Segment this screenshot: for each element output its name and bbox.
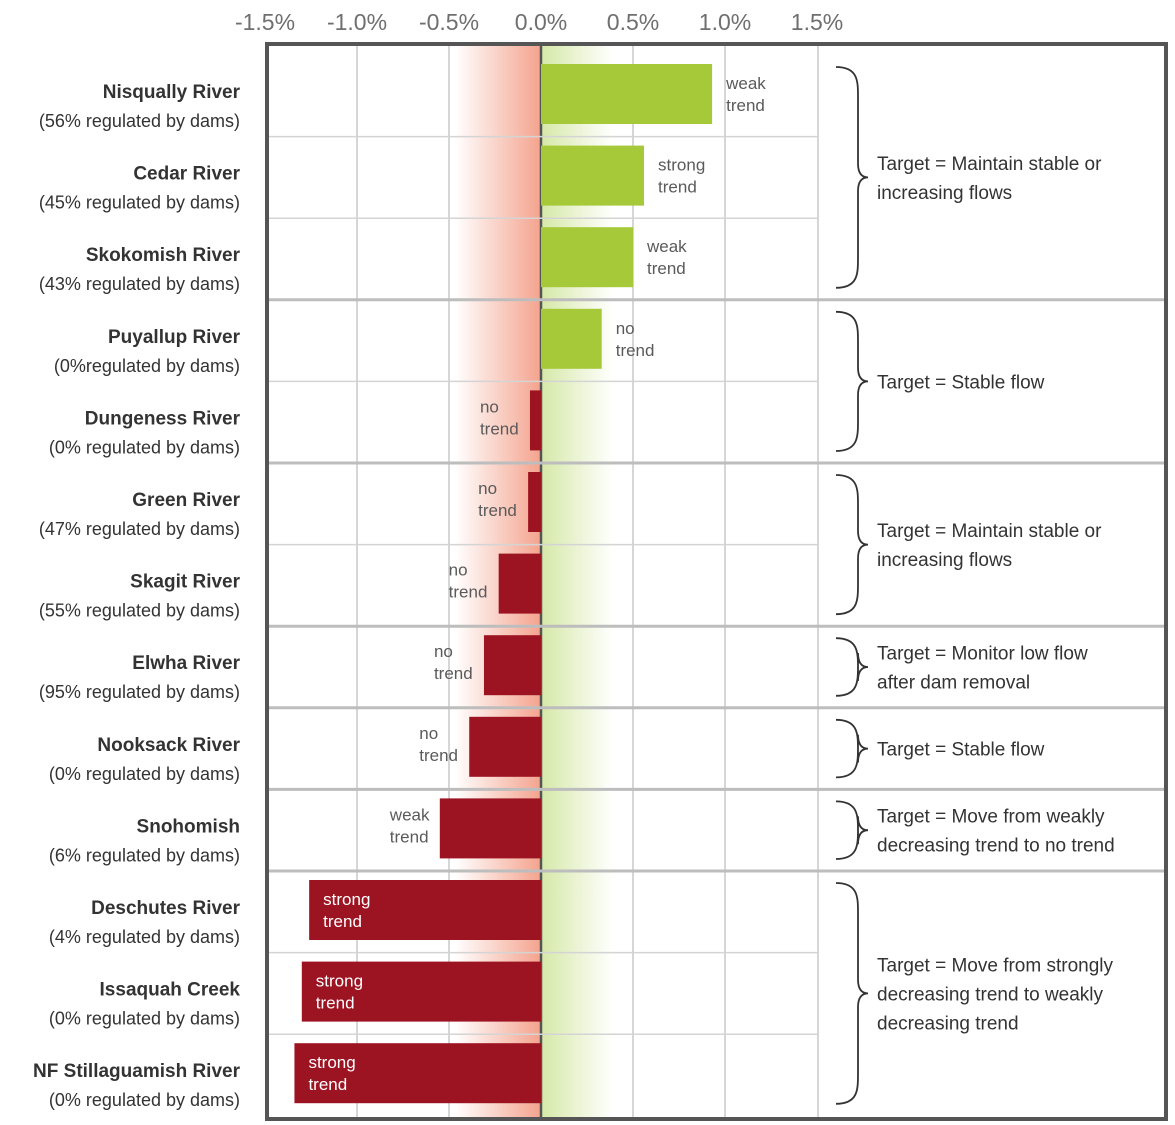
river-regulation-5: (47% regulated by dams) bbox=[39, 519, 240, 539]
trend-label-3-line1: no bbox=[616, 319, 635, 338]
x-tick-label-4: 0.5% bbox=[607, 9, 659, 35]
trend-label-12-line1: strong bbox=[308, 1053, 355, 1072]
target-text-3-line1: after dam removal bbox=[877, 673, 1030, 694]
trend-label-9-line1: weak bbox=[389, 805, 430, 824]
trend-label-6-line2: trend bbox=[449, 583, 488, 602]
x-tick-label-3: 0.0% bbox=[515, 9, 567, 35]
trend-label-1-line2: trend bbox=[658, 178, 697, 197]
river-regulation-1: (45% regulated by dams) bbox=[39, 193, 240, 213]
river-regulation-0: (56% regulated by dams) bbox=[39, 111, 240, 131]
target-text-0-line1: increasing flows bbox=[877, 183, 1012, 204]
river-name-3: Puyallup River bbox=[108, 327, 241, 348]
river-name-12: NF Stillaguamish River bbox=[33, 1061, 241, 1082]
river-name-4: Dungeness River bbox=[85, 408, 241, 429]
target-text-6-line0: Target = Move from strongly bbox=[877, 955, 1114, 976]
trend-label-12-line2: trend bbox=[308, 1075, 347, 1094]
x-tick-label-2: -0.5% bbox=[419, 9, 479, 35]
bar-12 bbox=[294, 1043, 541, 1104]
river-regulation-9: (6% regulated by dams) bbox=[49, 845, 240, 865]
target-text-1-line0: Target = Stable flow bbox=[877, 372, 1045, 393]
river-name-1: Cedar River bbox=[133, 164, 240, 185]
river-name-2: Skokomish River bbox=[86, 245, 241, 266]
target-text-5-line0: Target = Move from weakly bbox=[877, 807, 1105, 828]
target-text-2-line1: increasing flows bbox=[877, 550, 1012, 571]
river-name-9: Snohomish bbox=[137, 816, 240, 837]
trend-label-0-line1: weak bbox=[725, 74, 766, 93]
trend-label-0-line2: trend bbox=[726, 96, 765, 115]
group-brace-1 bbox=[835, 310, 869, 452]
group-brace-4 bbox=[835, 718, 869, 779]
target-text-4-line0: Target = Stable flow bbox=[877, 740, 1045, 761]
x-tick-label-5: 1.0% bbox=[699, 9, 751, 35]
river-name-6: Skagit River bbox=[130, 572, 240, 593]
river-regulation-11: (0% regulated by dams) bbox=[49, 1009, 240, 1029]
bar-8 bbox=[469, 716, 541, 777]
bar-6 bbox=[498, 553, 541, 614]
group-brace-3 bbox=[835, 637, 869, 697]
trend-label-8-line1: no bbox=[419, 724, 438, 743]
bar-7 bbox=[483, 635, 541, 696]
trend-label-8-line2: trend bbox=[419, 746, 458, 765]
plot-frame bbox=[265, 42, 1168, 1121]
bar-0 bbox=[541, 64, 713, 124]
bar-1 bbox=[541, 145, 645, 206]
river-name-7: Elwha River bbox=[132, 653, 240, 674]
group-brace-5 bbox=[835, 800, 869, 860]
trend-label-1-line1: strong bbox=[658, 156, 705, 175]
bar-5 bbox=[528, 472, 541, 532]
river-regulation-10: (4% regulated by dams) bbox=[49, 927, 240, 947]
bar-4 bbox=[529, 390, 541, 451]
river-regulation-3: (0%regulated by dams) bbox=[54, 356, 240, 376]
target-text-6-line2: decreasing trend bbox=[877, 1013, 1019, 1034]
trend-label-4-line2: trend bbox=[480, 419, 519, 438]
trend-label-2-line1: weak bbox=[646, 237, 687, 256]
river-name-5: Green River bbox=[132, 490, 240, 511]
river-name-11: Issaquah Creek bbox=[100, 980, 241, 1001]
trend-label-5-line1: no bbox=[478, 479, 497, 498]
group-brace-2 bbox=[835, 474, 869, 616]
river-name-8: Nooksack River bbox=[97, 735, 240, 756]
trend-label-10-line2: trend bbox=[323, 912, 362, 931]
trend-label-2-line2: trend bbox=[647, 259, 686, 278]
group-brace-6 bbox=[835, 882, 869, 1105]
x-tick-label-6: 1.5% bbox=[791, 9, 843, 35]
river-regulation-12: (0% regulated by dams) bbox=[49, 1090, 240, 1110]
river-regulation-4: (0% regulated by dams) bbox=[49, 437, 240, 457]
trend-label-6-line1: no bbox=[449, 561, 468, 580]
river-regulation-7: (95% regulated by dams) bbox=[39, 682, 240, 702]
river-name-10: Deschutes River bbox=[91, 898, 241, 919]
positive-zone-shade bbox=[541, 44, 613, 1119]
target-text-6-line1: decreasing trend to weakly bbox=[877, 984, 1104, 1005]
trend-label-9-line2: trend bbox=[390, 827, 429, 846]
river-regulation-2: (43% regulated by dams) bbox=[39, 274, 240, 294]
group-brace-0 bbox=[835, 66, 869, 289]
river-name-0: Nisqually River bbox=[103, 82, 241, 103]
target-text-2-line0: Target = Maintain stable or bbox=[877, 521, 1102, 542]
river-regulation-8: (0% regulated by dams) bbox=[49, 764, 240, 784]
trend-label-7-line2: trend bbox=[434, 664, 473, 683]
bar-9 bbox=[439, 798, 541, 859]
bar-10 bbox=[309, 880, 541, 940]
bar-3 bbox=[541, 308, 602, 369]
target-text-3-line0: Target = Monitor low flow bbox=[877, 644, 1088, 665]
trend-label-11-line1: strong bbox=[316, 972, 363, 991]
bar-2 bbox=[541, 227, 633, 288]
trend-label-4-line1: no bbox=[480, 397, 499, 416]
trend-label-10-line1: strong bbox=[323, 890, 370, 909]
x-tick-label-0: -1.5% bbox=[235, 9, 295, 35]
target-text-5-line1: decreasing trend to no trend bbox=[877, 836, 1115, 857]
target-text-0-line0: Target = Maintain stable or bbox=[877, 154, 1102, 175]
x-tick-label-1: -1.0% bbox=[327, 9, 387, 35]
trend-label-3-line2: trend bbox=[616, 341, 655, 360]
bar-11 bbox=[301, 961, 541, 1022]
trend-label-5-line2: trend bbox=[478, 501, 517, 520]
trend-label-11-line2: trend bbox=[316, 994, 355, 1013]
river-regulation-6: (55% regulated by dams) bbox=[39, 601, 240, 621]
trend-label-7-line1: no bbox=[434, 642, 453, 661]
